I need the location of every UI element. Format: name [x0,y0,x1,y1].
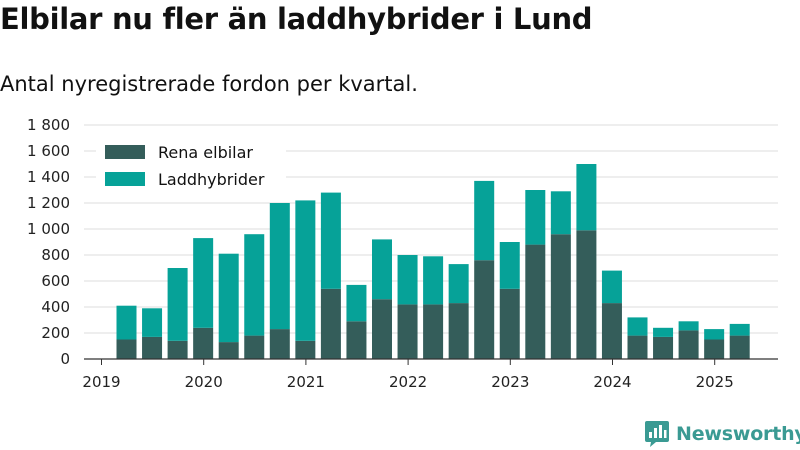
bar-laddhybrider [474,180,495,261]
bar-laddhybrider [218,253,239,343]
bar-rena-elbilar [397,304,418,359]
bar-rena-elbilar [550,234,571,359]
bar-laddhybrider [244,234,265,336]
y-tick-label: 1 800 [27,116,70,134]
x-tick-label: 2021 [287,373,325,391]
bar-laddhybrider [397,255,418,305]
bar-rena-elbilar [320,288,341,359]
bar-rena-elbilar [678,330,699,359]
bar-laddhybrider [448,264,469,304]
bar-laddhybrider [167,268,188,341]
bar-laddhybrider [525,190,546,245]
bar-laddhybrider [116,305,137,340]
bar-laddhybrider [678,321,699,331]
bar-rena-elbilar [116,339,137,359]
chart-title: Elbilar nu fler än laddhybrider i Lund [0,2,593,36]
bar-rena-elbilar [372,299,392,359]
legend-label: Rena elbilar [158,143,253,162]
bar-laddhybrider [372,239,392,300]
y-tick-label: 0 [60,350,70,368]
brand-name: Newsworthy [676,423,800,445]
bar-rena-elbilar [474,260,495,359]
bar-rena-elbilar [167,340,188,359]
y-tick-label: 200 [41,324,70,342]
bar-rena-elbilar [653,336,674,359]
bar-laddhybrider [576,164,597,231]
x-tick-label: 2020 [185,373,223,391]
bar-laddhybrider [295,200,316,341]
bar-laddhybrider [653,327,674,337]
bar-rena-elbilar [244,335,265,359]
bar-rena-elbilar [142,336,163,359]
bar-laddhybrider [193,238,214,328]
bar-rena-elbilar [601,303,622,359]
bar-laddhybrider [627,317,648,336]
bar-rena-elbilar [704,339,725,359]
y-tick-label: 600 [41,272,70,290]
legend-swatch [105,172,145,186]
bar-rena-elbilar [627,335,648,359]
y-tick-label: 400 [41,298,70,316]
y-tick-label: 1 600 [27,142,70,160]
x-tick-label: 2019 [82,373,120,391]
bar-rena-elbilar [193,327,214,359]
bar-rena-elbilar [448,303,469,359]
bar-rena-elbilar [295,340,316,359]
legend-swatch [105,145,145,159]
y-tick-label: 1 000 [27,220,70,238]
y-tick-label: 1 400 [27,168,70,186]
chart-subtitle: Antal nyregistrerade fordon per kvartal. [0,72,418,96]
bar-laddhybrider [423,256,444,305]
newsworthy-logo-icon [645,421,669,447]
bar-rena-elbilar [499,288,520,359]
bar-rena-elbilar [423,304,444,359]
bar-laddhybrider [269,203,290,330]
bar-laddhybrider [346,284,367,322]
bar-laddhybrider [704,329,725,340]
brand-logo: Newsworthy [644,420,800,448]
bar-laddhybrider [550,191,571,235]
bar-laddhybrider [601,270,622,304]
bar-rena-elbilar [525,244,546,359]
y-tick-label: 800 [41,246,70,264]
legend-label: Laddhybrider [158,170,265,189]
bar-rena-elbilar [729,335,750,359]
bar-laddhybrider [142,308,163,337]
bar-rena-elbilar [576,230,597,359]
x-tick-label: 2022 [389,373,427,391]
x-tick-label: 2025 [696,373,734,391]
y-tick-label: 1 200 [27,194,70,212]
bar-laddhybrider [320,192,341,289]
bar-laddhybrider [499,242,520,289]
bar-rena-elbilar [346,321,367,359]
bar-rena-elbilar [218,342,239,359]
bar-rena-elbilar [269,329,290,359]
bar-laddhybrider [729,323,750,336]
x-tick-label: 2023 [491,373,529,391]
x-tick-label: 2024 [593,373,631,391]
